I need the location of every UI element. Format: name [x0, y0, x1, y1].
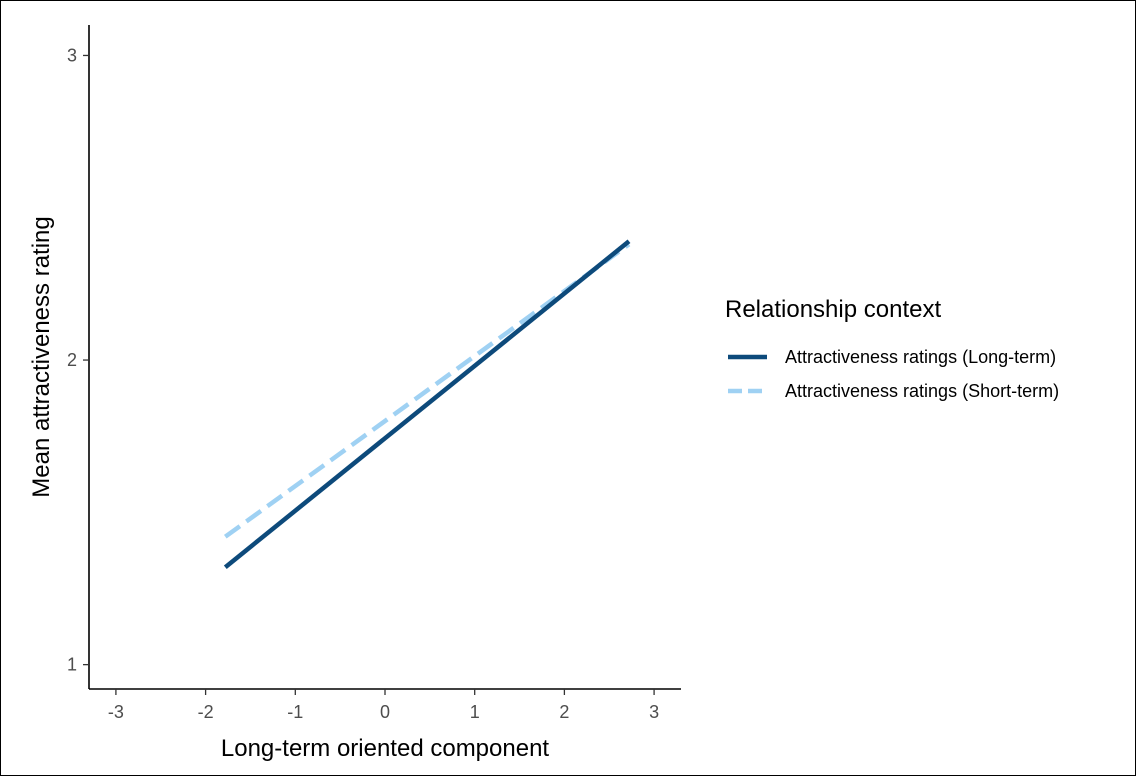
y-ticks: 1 2 3	[67, 45, 89, 675]
x-tick-label: 1	[470, 702, 480, 722]
legend-title: Relationship context	[725, 296, 941, 323]
x-tick-label: -3	[108, 702, 124, 722]
series-line-short-term	[223, 242, 631, 539]
y-tick-label: 2	[67, 350, 77, 370]
y-axis-title: Mean attractiveness rating	[28, 216, 55, 497]
axes	[88, 25, 681, 690]
x-tick-label: 2	[559, 702, 569, 722]
y-tick-label: 1	[67, 655, 77, 675]
x-tick-label: 0	[380, 702, 390, 722]
y-tick-label: 3	[67, 45, 77, 65]
legend-label: Attractiveness ratings (Long-term)	[785, 347, 1056, 367]
x-tick-label: 3	[649, 702, 659, 722]
series-line-long-term	[223, 239, 631, 569]
x-tick-label: -1	[287, 702, 303, 722]
x-ticks: -3 -2 -1 0 1 2 3	[108, 689, 659, 722]
legend-label: Attractiveness ratings (Short-term)	[785, 381, 1059, 401]
x-axis-title: Long-term oriented component	[221, 735, 550, 762]
plot-area	[223, 239, 631, 569]
x-tick-label: -2	[198, 702, 214, 722]
legend: Relationship context Attractiveness rati…	[725, 296, 1059, 401]
legend-items: Attractiveness ratings (Long-term) Attrac…	[728, 347, 1059, 401]
